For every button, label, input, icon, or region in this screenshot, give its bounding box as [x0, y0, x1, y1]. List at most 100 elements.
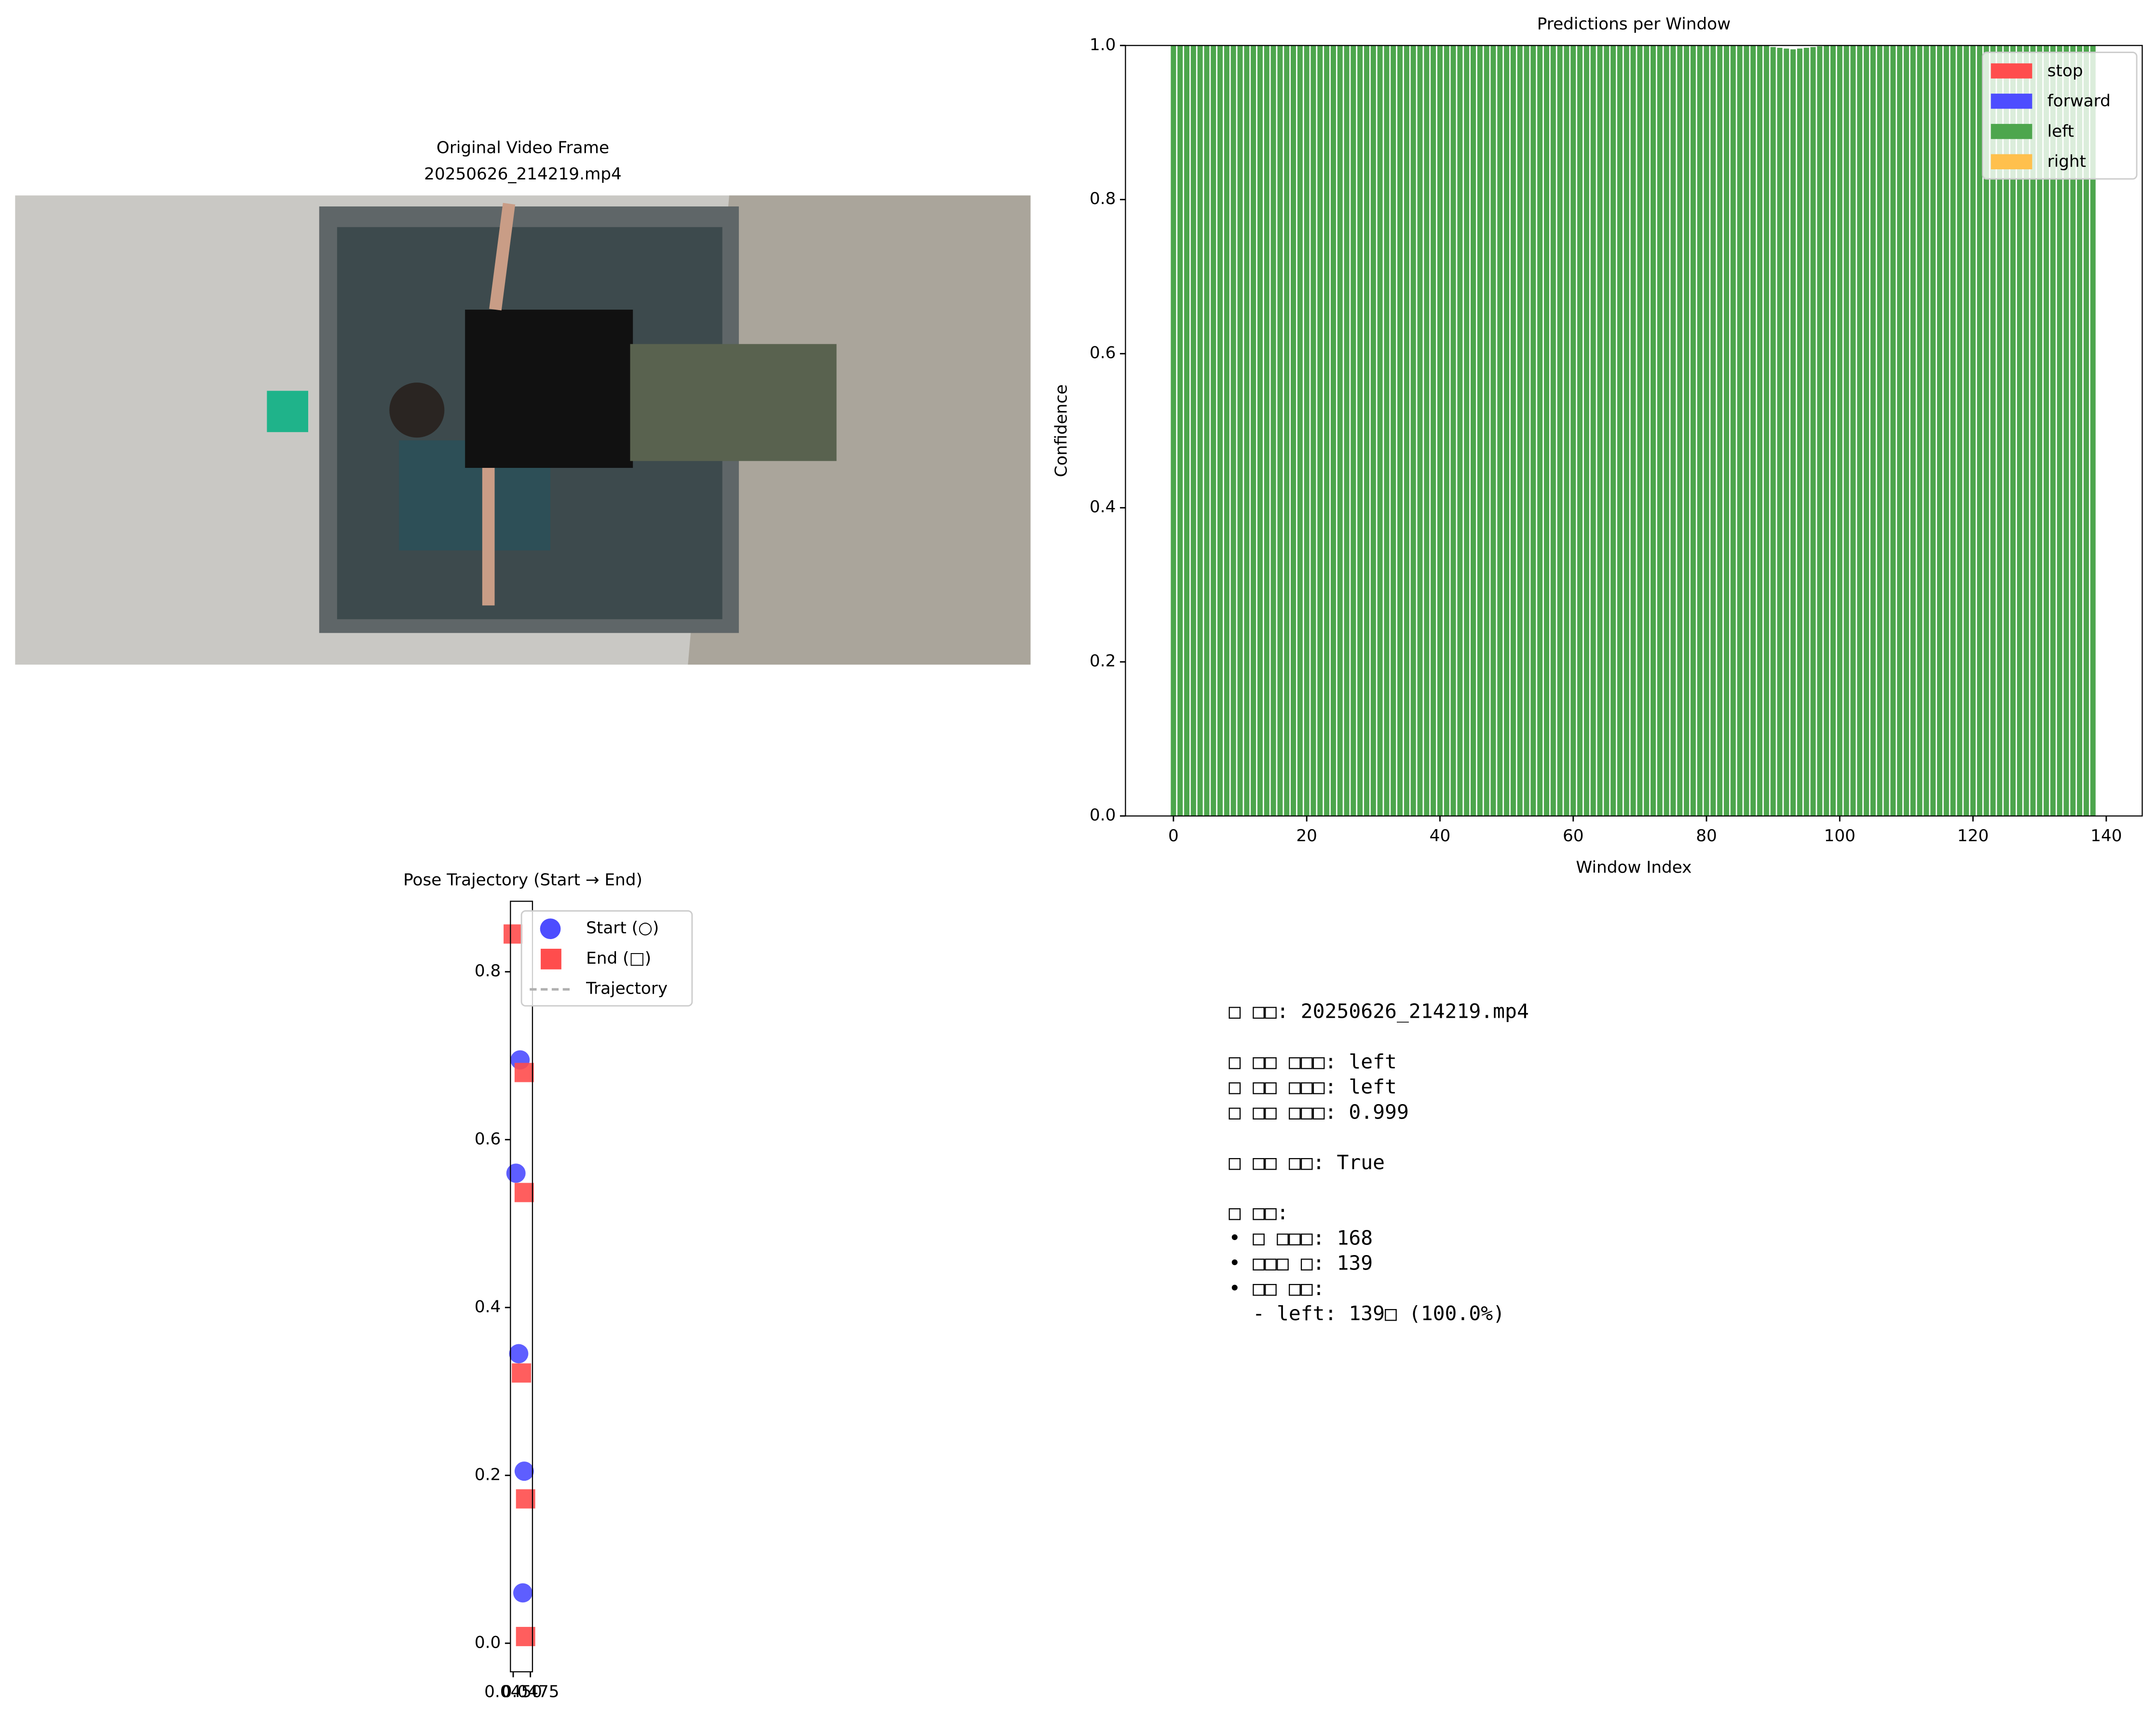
- bar-segment: [1524, 45, 1529, 816]
- bar-segment: [1624, 45, 1629, 816]
- y-tick-label: 0.2: [1090, 652, 1116, 671]
- bar-segment: [1530, 45, 1536, 816]
- info-line: - left: 139□ (100.0%): [1228, 1302, 1505, 1325]
- bar-segment: [1444, 45, 1449, 816]
- start-point: [509, 1344, 529, 1364]
- bar-segment: [1597, 45, 1603, 816]
- bar-segment: [1417, 45, 1423, 816]
- bar-segment: [1244, 45, 1250, 816]
- bar-segment: [1817, 46, 1823, 816]
- y-tick-label: 0.6: [475, 1129, 501, 1148]
- bar-segment: [1704, 45, 1709, 816]
- bar-segment: [1997, 45, 2003, 816]
- bar-segment: [1737, 45, 1743, 816]
- bar-segment: [1717, 45, 1723, 816]
- bar-segment: [1650, 45, 1656, 816]
- bar-segment: [1630, 45, 1636, 816]
- bar-segment: [1457, 45, 1463, 816]
- bar-segment: [1384, 45, 1390, 816]
- bar-segment: [2077, 45, 2083, 816]
- y-tick-label: 0.6: [1090, 343, 1116, 363]
- bar-segment: [2057, 45, 2062, 816]
- x-tick-label: 120: [1957, 826, 1989, 846]
- legend-swatch: [1991, 94, 2033, 109]
- person-arm: [489, 203, 516, 311]
- bar-segment: [1723, 45, 1729, 816]
- bar-segment: [1550, 45, 1556, 816]
- bar-segment: [1197, 45, 1203, 816]
- bar-segment: [1610, 45, 1616, 816]
- chart-title: Predictions per Window: [1537, 14, 1731, 34]
- y-tick-label: 0.0: [475, 1633, 501, 1652]
- bar-segment: [1484, 45, 1489, 816]
- legend-marker: [541, 948, 561, 969]
- bar-segment: [1277, 45, 1283, 816]
- x-tick-label: 0.0475: [502, 1682, 559, 1701]
- bar-segment: [1744, 45, 1749, 816]
- bar-segment: [1404, 45, 1409, 816]
- bar-segment: [2063, 45, 2069, 816]
- bar-segment: [1924, 45, 1929, 816]
- person-shirt: [465, 309, 633, 468]
- legend-box: [1982, 52, 2138, 180]
- bar-segment: [1890, 45, 1896, 816]
- start-point: [506, 1163, 526, 1183]
- bar-segment: [1291, 45, 1296, 816]
- bar-segment: [1304, 45, 1310, 816]
- bar-segment: [1510, 45, 1516, 816]
- bar-segment: [1410, 45, 1416, 816]
- bar-segment: [1190, 45, 1196, 816]
- bar-segment: [1950, 45, 1956, 816]
- bar-segment: [1864, 45, 1869, 816]
- bar-segment: [1424, 45, 1430, 816]
- bar-segment: [2083, 45, 2089, 816]
- bar-segment: [1344, 45, 1350, 816]
- bar-segment: [1397, 45, 1403, 816]
- bar-segment: [1657, 45, 1663, 816]
- bar-segment: [1824, 45, 1829, 816]
- bar-segment: [2090, 45, 2096, 816]
- bar-segment: [1537, 45, 1543, 816]
- bar-segment: [1943, 45, 1949, 816]
- bar-segment: [1830, 45, 1836, 816]
- bar-segment: [1230, 45, 1236, 816]
- legend-label: Start (○): [586, 918, 659, 938]
- bar-segment: [1690, 45, 1696, 816]
- bar-segment: [1377, 45, 1383, 816]
- bar-segment: [1930, 45, 1936, 816]
- info-line: □ □□ □□□: left: [1228, 1050, 1397, 1073]
- bar-segment: [1470, 45, 1476, 816]
- info-line: • □□□ □: 139: [1228, 1252, 1373, 1275]
- bar-segment: [1664, 45, 1669, 816]
- bar-segment: [1284, 45, 1290, 816]
- bar-segment: [1877, 45, 1883, 816]
- video-frame: [15, 195, 1031, 665]
- bar-segment: [1777, 48, 1783, 816]
- bar-segment: [1317, 45, 1323, 816]
- axes-frame: [510, 901, 533, 1673]
- info-line: □ □□ □□□: 0.999: [1228, 1100, 1409, 1123]
- bar-segment: [1964, 45, 1969, 816]
- info-line: • □ □□□: 168: [1228, 1226, 1373, 1249]
- legend-label: Trajectory: [586, 979, 668, 998]
- bar-segment: [1264, 45, 1269, 816]
- bar-segment: [1370, 45, 1376, 816]
- y-tick-label: 0.0: [1090, 805, 1116, 825]
- y-axis-label: Confidence: [1052, 384, 1071, 477]
- bar-segment: [1364, 45, 1370, 816]
- end-point: [514, 1063, 534, 1082]
- bar-segment: [2037, 45, 2043, 816]
- bar-segment: [1770, 47, 1776, 816]
- axes-frame: [1125, 45, 2143, 817]
- bar-segment: [1211, 45, 1216, 816]
- bar-segment: [1843, 45, 1849, 816]
- legend-swatch: [1991, 123, 2033, 139]
- bar-segment: [2010, 45, 2016, 816]
- legend-label: stop: [2047, 61, 2083, 81]
- legend-swatch: [1991, 63, 2033, 79]
- bar-segment: [1757, 45, 1763, 816]
- bar-segment: [1497, 45, 1503, 816]
- bar-segment: [1310, 45, 1316, 816]
- bar-segment: [1270, 45, 1276, 816]
- bar-segment: [1257, 45, 1263, 816]
